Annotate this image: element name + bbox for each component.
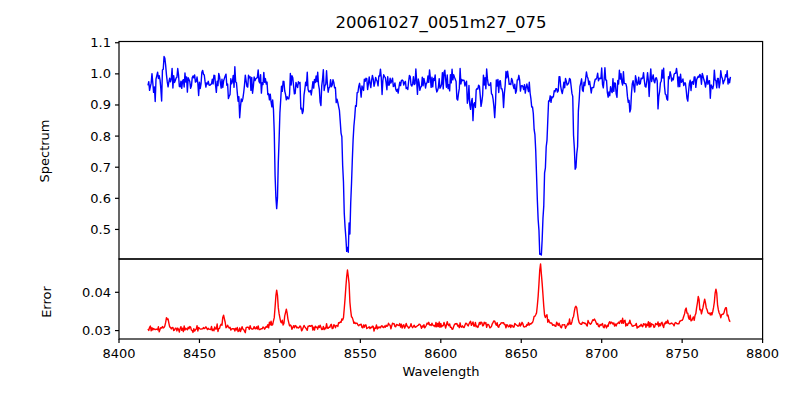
svg-text:0.5: 0.5: [90, 222, 111, 237]
figure: 8400845085008550860086508700875088001.11…: [0, 0, 800, 400]
error-y-ticks: 0.04 0.03: [82, 285, 119, 338]
svg-text:8700: 8700: [585, 346, 618, 361]
x-axis-ticks: 8400 8450 8500 8550 8600 8650 8700 8750 8800: [102, 339, 779, 361]
spectrum-y-ticks: 1.1 1.0 0.9 0.8 0.7 0.6 0.5: [90, 35, 119, 237]
error-line: [148, 264, 730, 333]
svg-text:8650: 8650: [505, 346, 538, 361]
svg-text:1.1: 1.1: [90, 35, 111, 50]
svg-text:8750: 8750: [666, 346, 699, 361]
chart-title: 20061027_0051m27_075: [119, 13, 763, 32]
x-axis-label: Wavelength: [119, 364, 763, 379]
svg-text:8550: 8550: [344, 346, 377, 361]
spectrum-error-chart: 8400845085008550860086508700875088001.11…: [0, 0, 800, 400]
svg-text:8500: 8500: [263, 346, 296, 361]
svg-text:8600: 8600: [424, 346, 457, 361]
svg-text:0.03: 0.03: [82, 323, 111, 338]
y-axis-label-error: Error: [39, 202, 55, 400]
error-panel-frame: [119, 259, 763, 339]
svg-text:1.0: 1.0: [90, 66, 111, 81]
spectrum-panel-frame: [119, 42, 763, 260]
svg-text:8450: 8450: [183, 346, 216, 361]
svg-text:0.7: 0.7: [90, 160, 111, 175]
svg-text:0.9: 0.9: [90, 97, 111, 112]
svg-text:8400: 8400: [102, 346, 135, 361]
svg-text:0.04: 0.04: [82, 285, 111, 300]
svg-text:0.6: 0.6: [90, 191, 111, 206]
svg-text:8800: 8800: [746, 346, 779, 361]
svg-text:0.8: 0.8: [90, 129, 111, 144]
spectrum-line: [148, 56, 730, 255]
